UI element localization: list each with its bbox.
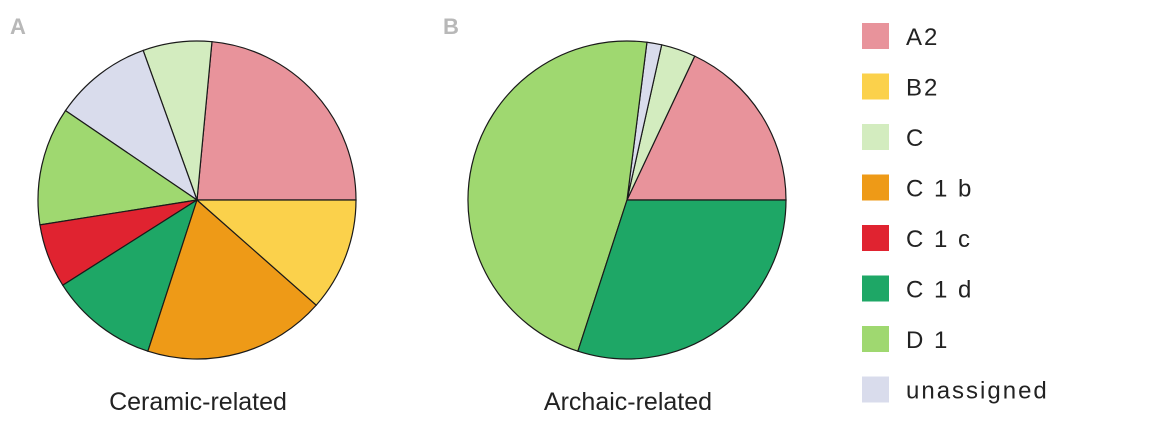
pie-slice-a2 [626,55,787,201]
legend-swatch-c-1-d [862,275,889,302]
legend-label-c-1-d: C 1 d [906,277,973,304]
legend-swatch-a2 [862,23,889,49]
pie-slice-b2 [195,199,357,306]
legend-label-b2: B2 [906,75,939,102]
pie-slice-c-1-d [61,198,199,352]
panel-letter-b: B [443,14,459,39]
legend-swatch-c-1-c [862,225,889,251]
pie-chart-ceramic [37,40,357,360]
legend-label-unassigned: unassigned [906,378,1049,405]
pie-slice-a2 [196,41,357,201]
pie-chart-archaic [467,40,787,360]
legend-label-a2: A2 [906,24,939,51]
pie-label-archaic: Archaic-related [544,388,712,416]
legend-swatch-d-1 [862,326,889,352]
pie-label-ceramic: Ceramic-related [109,388,287,416]
pie-slice-d-1 [37,109,199,226]
pie-slice-c-1-b [147,198,318,360]
pie-slice-d-1 [467,40,648,352]
legend-swatch-b2 [862,73,889,100]
legend: A2 B2 C C 1 b C 1 c C 1 d D 1 unassigned [862,23,1049,405]
legend-label-c: C [906,125,925,152]
pie-slice-unassigned [64,49,199,202]
legend-label-c-1-c: C 1 c [906,226,972,253]
legend-swatch-unassigned [862,376,889,403]
legend-swatch-c [862,124,889,150]
legend-swatch-c-1-b [862,174,889,201]
pie-slice-c-1-d [577,199,787,360]
legend-label-d-1: D 1 [906,327,949,354]
legend-label-c-1-b: C 1 b [906,176,973,203]
panel-letter-a: A [10,14,26,39]
